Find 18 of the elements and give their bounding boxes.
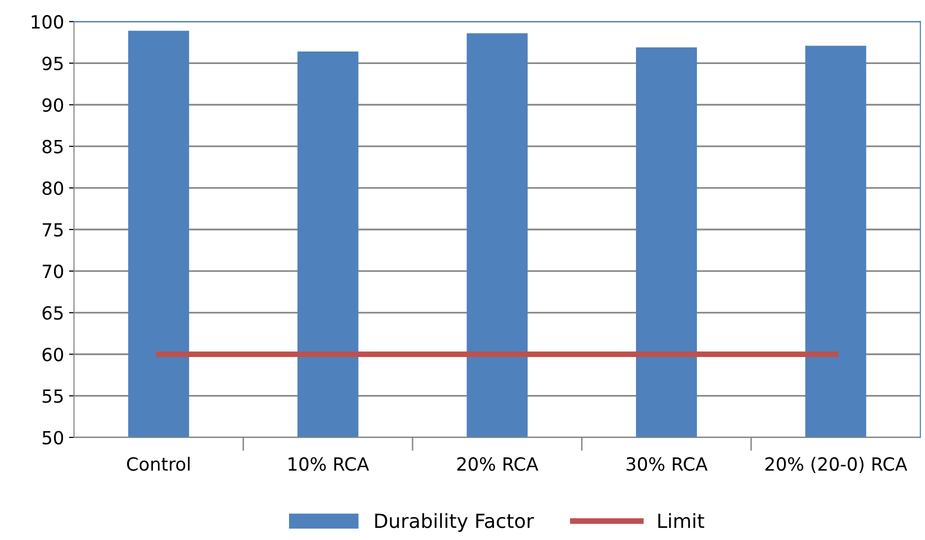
x-tick-label: 20% RCA [457, 457, 538, 471]
y-tick-label: 90 [42, 98, 64, 112]
x-tick-label: 10% RCA [288, 457, 369, 471]
x-tick-label: Control [127, 456, 190, 471]
y-tick-label: 95 [42, 56, 63, 70]
x-tick-label: 30% RCA [626, 457, 708, 471]
y-tick-label: 75 [42, 223, 63, 237]
y-tick-label: 50 [42, 430, 64, 445]
y-tick-label: 85 [42, 140, 63, 154]
y-tick-label: 70 [42, 264, 64, 278]
x-tick-label: 20% (20-0) RCA [765, 456, 908, 473]
y-tick-label: 55 [42, 390, 63, 403]
y-tick-label: 100 [32, 15, 64, 29]
y-tick-label: 60 [42, 348, 64, 362]
legend-label: Durability Factor [375, 513, 534, 532]
y-tick-label: 65 [42, 306, 63, 320]
legend-label: Limit [658, 513, 704, 528]
y-tick-label: 80 [42, 181, 64, 196]
